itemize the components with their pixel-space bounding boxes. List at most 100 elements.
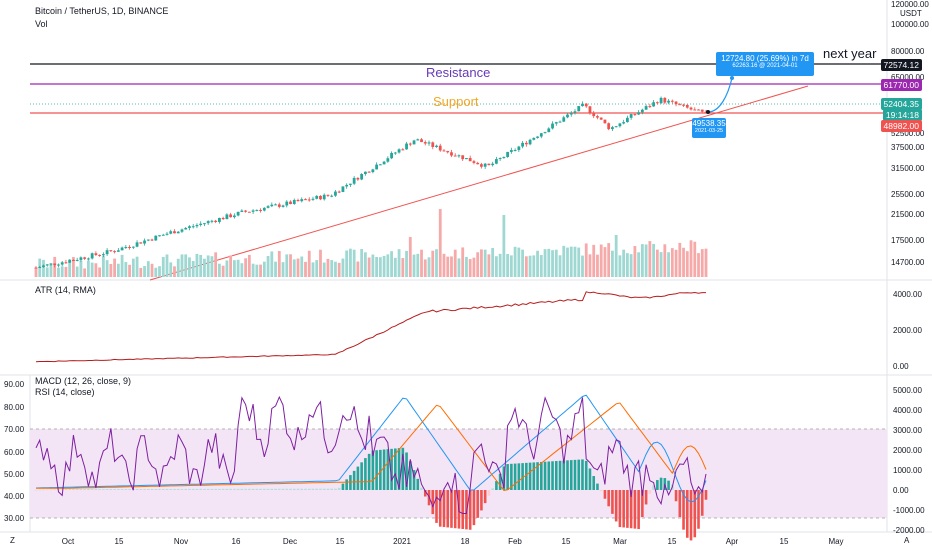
macd-histogram-bar <box>682 490 685 530</box>
volume-bar <box>360 249 364 277</box>
osc-right-tick-label: 3000.00 <box>893 426 922 435</box>
volume-bar <box>124 262 128 277</box>
volume-bar <box>487 254 491 277</box>
volume-bar <box>573 246 577 277</box>
candle-body <box>105 250 109 255</box>
time-tick-label: 15 <box>115 537 124 546</box>
macd-histogram-bar <box>476 490 479 518</box>
volume-bar <box>326 258 330 277</box>
candle-body <box>427 142 431 144</box>
candle-body <box>292 199 296 205</box>
macd-histogram-bar <box>60 489 64 490</box>
volume-bar <box>79 260 83 277</box>
candle-body <box>420 139 423 143</box>
volume-bar <box>113 258 117 277</box>
candle-body <box>405 143 408 150</box>
volume-bar <box>457 258 461 277</box>
volume-bar <box>371 254 375 277</box>
macd-histogram-bar <box>367 453 371 490</box>
macd-histogram-bar <box>693 490 697 538</box>
macd-histogram-bar <box>678 490 682 518</box>
volume-bar <box>68 259 72 277</box>
candle-body <box>697 109 700 111</box>
macd-histogram-bar <box>158 488 161 490</box>
macd-histogram-bar <box>53 489 57 490</box>
candle-body <box>637 112 641 115</box>
candle-body <box>154 235 158 241</box>
candle-body <box>135 242 139 247</box>
time-tick-label: Nov <box>174 537 188 546</box>
candle-body <box>465 158 468 160</box>
candle-body <box>371 169 375 173</box>
volume-bar <box>435 249 438 277</box>
candle-body <box>599 117 603 120</box>
tag-black-level: 72574.12 <box>880 59 922 71</box>
volume-bar <box>685 251 689 277</box>
candle-body <box>98 254 102 256</box>
macd-histogram-bar <box>532 462 536 490</box>
volume-bar <box>569 246 573 277</box>
atr-title: ATR (14, RMA) <box>35 285 96 295</box>
macd-histogram-bar <box>304 488 307 490</box>
volume-bar <box>554 249 558 277</box>
corner-right[interactable]: A <box>904 536 910 545</box>
macd-histogram-bar <box>543 461 547 490</box>
macd-histogram-bar <box>483 490 487 504</box>
candle-body <box>195 224 199 227</box>
volume-bar <box>49 263 53 277</box>
candle-body <box>446 151 450 153</box>
volume-bar <box>109 263 113 277</box>
candle-body <box>584 103 588 107</box>
time-tick-label: Dec <box>283 537 297 546</box>
macd-histogram-bar <box>566 460 569 490</box>
candle-body <box>689 107 693 110</box>
macd-histogram-bar <box>622 490 625 528</box>
volume-bar <box>135 256 139 277</box>
macd-histogram-bar <box>255 488 259 490</box>
volume-bar <box>629 254 633 277</box>
volume-bar <box>266 256 270 277</box>
candle-body <box>487 163 491 166</box>
volume-bar <box>697 253 700 277</box>
low-date: 2021-03-25 <box>694 128 724 134</box>
candle-body <box>569 112 573 115</box>
volume-bar <box>203 258 206 277</box>
volume-bar <box>528 255 532 277</box>
macd-histogram-bar <box>345 479 348 490</box>
macd-histogram-bar <box>330 488 333 490</box>
corner-left[interactable]: Z <box>10 536 15 545</box>
candle-body <box>625 117 629 123</box>
macd-histogram-bar <box>188 488 191 490</box>
volume-bar <box>72 257 75 277</box>
tag-current-price: 52404.35 <box>880 98 922 110</box>
macd-histogram-bar <box>98 489 101 490</box>
candle-body <box>184 227 188 230</box>
volume-bar <box>64 266 68 277</box>
volume-bar <box>438 209 442 277</box>
candle-body <box>524 142 528 145</box>
candle-body <box>341 186 345 192</box>
osc-right-tick-label: 0.00 <box>893 486 909 495</box>
time-tick-label: Mar <box>613 537 627 546</box>
volume-bar <box>229 255 233 277</box>
osc-left-tick-label: 70.00 <box>4 425 25 434</box>
candle-body <box>603 119 607 124</box>
time-tick-label: Apr <box>726 537 739 546</box>
osc-left-tick-label: 60.00 <box>4 448 25 457</box>
volume-bar <box>704 248 708 277</box>
time-tick-label: 15 <box>336 537 345 546</box>
volume-bar <box>210 256 214 277</box>
candle-body <box>468 158 472 162</box>
volume-bar <box>240 263 244 277</box>
volume-bars <box>34 209 708 277</box>
volume-bar <box>532 255 536 277</box>
macd-histogram-bar <box>592 476 596 490</box>
candle-body <box>539 133 543 137</box>
candle-body <box>640 109 644 113</box>
volume-bar <box>446 256 450 277</box>
volume-bar <box>498 253 502 277</box>
next-year-label: next year <box>823 46 877 61</box>
macd-histogram-bar <box>94 489 98 490</box>
candle-body <box>592 112 596 117</box>
